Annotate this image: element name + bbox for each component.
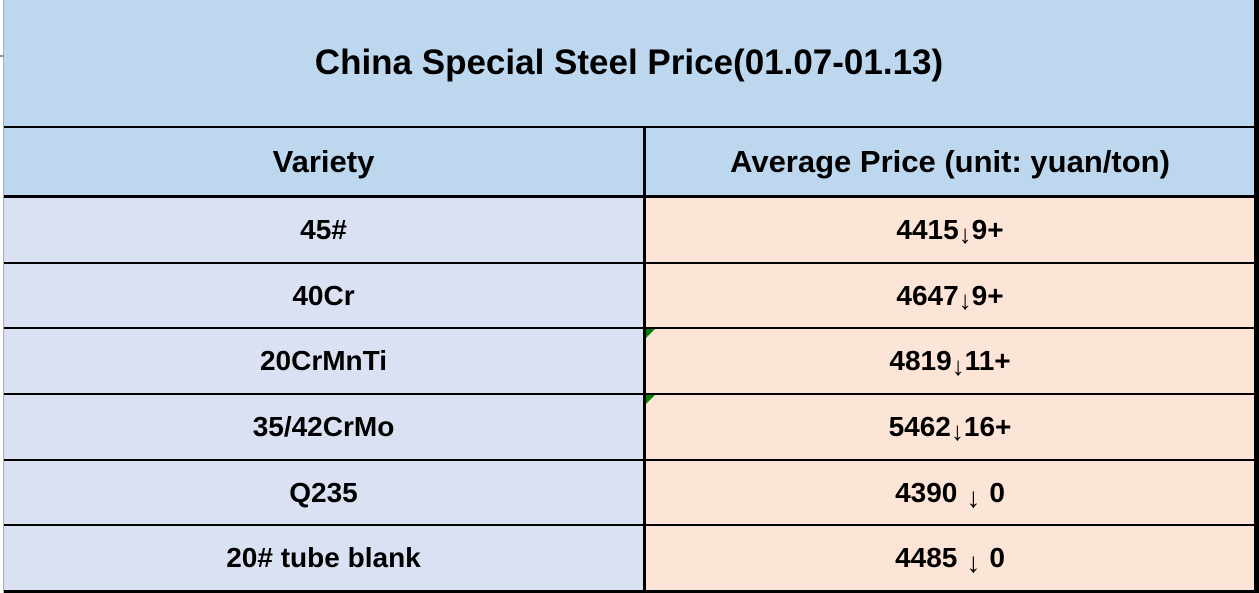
price-cell: 4390 ↓ 0	[646, 460, 1254, 525]
price-change: 11+	[964, 345, 1011, 377]
table-title: China Special Steel Price(01.07-01.13)	[314, 43, 944, 82]
variety-label: 45#	[300, 213, 347, 245]
price-change: 0	[989, 542, 1005, 574]
price-value: 4485	[895, 542, 958, 574]
price-value: 4819	[889, 345, 952, 377]
table-row: 35/42CrMo 5462 ↓ 16+	[4, 395, 1254, 461]
spreadsheet-edge-gridline	[0, 0, 4, 593]
price-change: 0	[989, 476, 1005, 508]
price-change: 9+	[971, 213, 1004, 245]
price-change: 9+	[971, 279, 1004, 311]
variety-cell: 20# tube blank	[4, 526, 646, 591]
error-triangle-icon	[646, 395, 655, 405]
variety-cell: 40Cr	[4, 263, 646, 328]
down-arrow-icon: ↓	[958, 219, 972, 250]
price-change: 16+	[963, 410, 1012, 442]
variety-cell: Q235	[4, 460, 646, 525]
down-arrow-icon: ↓	[950, 416, 964, 447]
column-header-variety-label: Variety	[272, 143, 375, 179]
price-table: China Special Steel Price(01.07-01.13) V…	[4, 0, 1259, 593]
table-row: 20CrMnTi 4819 ↓ 11+	[4, 329, 1254, 396]
price-value: 4415	[896, 213, 959, 245]
column-header-average-price-label: Average Price (unit: yuan/ton)	[730, 143, 1170, 179]
down-arrow-icon: ↓	[951, 350, 965, 381]
column-header-average-price: Average Price (unit: yuan/ton)	[646, 128, 1254, 195]
price-value: 4647	[896, 279, 959, 311]
price-cell: 4415 ↓ 9+	[646, 198, 1254, 262]
price-cell: 4647 ↓ 9+	[646, 263, 1254, 328]
variety-label: 20CrMnTi	[259, 345, 388, 377]
variety-cell: 45#	[4, 198, 646, 262]
variety-label: 35/42CrMo	[252, 410, 395, 442]
table-title-row: China Special Steel Price(01.07-01.13)	[4, 0, 1254, 128]
column-header-variety: Variety	[4, 128, 646, 195]
down-arrow-icon: ↓	[958, 285, 972, 315]
price-cell: 4485 ↓ 0	[646, 526, 1254, 591]
variety-label: 20# tube blank	[226, 542, 421, 574]
down-arrow-icon: ↓	[966, 547, 981, 579]
variety-cell: 35/42CrMo	[4, 395, 646, 459]
table-row: 40Cr 4647 ↓ 9+	[4, 263, 1254, 330]
spreadsheet-row-gridline-stub	[0, 55, 4, 57]
price-value: 4390	[895, 476, 958, 508]
price-cell: 5462 ↓ 16+	[646, 395, 1254, 459]
down-arrow-icon: ↓	[966, 481, 981, 513]
table-header-row: Variety Average Price (unit: yuan/ton)	[4, 128, 1254, 198]
variety-label: Q235	[289, 476, 358, 508]
variety-label: 40Cr	[292, 279, 355, 311]
table-row: 45# 4415 ↓ 9+	[4, 198, 1254, 264]
table-row: 20# tube blank 4485 ↓ 0	[4, 526, 1254, 591]
price-value: 5462	[888, 410, 951, 442]
price-cell: 4819 ↓ 11+	[646, 329, 1254, 394]
table-row: Q235 4390 ↓ 0	[4, 460, 1254, 527]
variety-cell: 20CrMnTi	[4, 329, 646, 394]
error-triangle-icon	[646, 329, 655, 339]
